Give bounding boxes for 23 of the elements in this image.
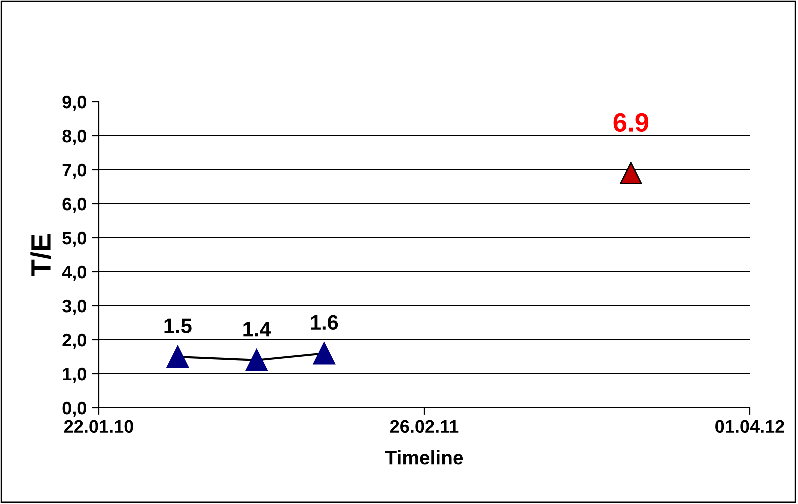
data-label: 6.9 — [614, 113, 649, 132]
y-axis-title: T/E — [30, 234, 52, 276]
y-tick-label: 8,0 — [62, 130, 86, 146]
x-tick-label: 22.01.10 — [64, 420, 134, 434]
x-axis-title: Timeline — [385, 450, 464, 465]
y-tick-label: 2,0 — [62, 334, 86, 350]
data-label: 1.6 — [311, 315, 338, 330]
y-tick-label: 7,0 — [62, 164, 86, 180]
y-tick-label: 9,0 — [62, 96, 86, 112]
y-tick-label: 5,0 — [62, 232, 86, 248]
y-tick-label: 3,0 — [62, 300, 86, 316]
data-label: 1.4 — [244, 322, 272, 337]
y-tick-label: 0,0 — [62, 402, 86, 418]
point — [313, 342, 336, 365]
point — [166, 346, 190, 368]
x-tick-label: 26.02.11 — [390, 420, 459, 434]
point — [620, 162, 642, 185]
y-tick-label: 6,0 — [62, 198, 86, 214]
data-label: 1.5 — [164, 318, 192, 334]
point — [246, 349, 268, 372]
x-tick-label: 01.04.12 — [716, 420, 784, 434]
y-tick-label: 1,0 — [63, 368, 86, 384]
y-tick-label: 4,0 — [62, 266, 86, 282]
